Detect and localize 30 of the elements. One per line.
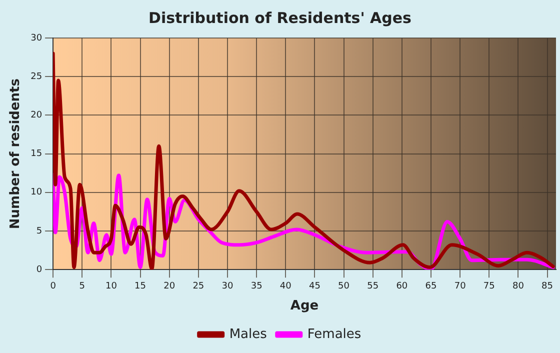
x-tick-label: 35 [250, 281, 262, 292]
x-tick-label: 70 [454, 281, 466, 292]
y-axis-title: Number of residents [8, 78, 24, 230]
x-tick-label: 10 [105, 281, 118, 292]
x-tick-label: 25 [192, 281, 204, 292]
legend-label: Males [229, 326, 268, 342]
y-tick-label: 25 [30, 72, 42, 82]
x-tick-label: 30 [222, 281, 234, 292]
x-tick-label: 0 [50, 281, 56, 292]
legend-label: Females [307, 326, 362, 342]
x-tick-label: 20 [164, 281, 176, 292]
x-tick-label: 5 [79, 281, 85, 292]
y-tick-label: 30 [30, 33, 42, 44]
x-tick-label: 60 [396, 281, 408, 292]
y-tick-label: 15 [30, 149, 42, 160]
y-tick-label: 20 [30, 110, 42, 121]
y-tick-label: 5 [36, 226, 42, 236]
x-tick-label: 55 [367, 281, 379, 292]
x-tick-label: 40 [280, 281, 292, 292]
x-tick-label: 80 [512, 281, 524, 292]
y-tick-label: 10 [30, 188, 42, 198]
x-axis-title: Age [290, 298, 319, 314]
x-tick-label: 15 [134, 281, 146, 292]
x-tick-label: 75 [483, 281, 495, 292]
x-tick-label: 65 [425, 281, 437, 292]
x-tick-label: 45 [308, 281, 320, 292]
x-tick-label: 50 [338, 281, 350, 292]
y-tick-label: 0 [36, 264, 42, 275]
x-tick-label: 85 [542, 281, 554, 292]
chart-title: Distribution of Residents' Ages [148, 8, 412, 27]
